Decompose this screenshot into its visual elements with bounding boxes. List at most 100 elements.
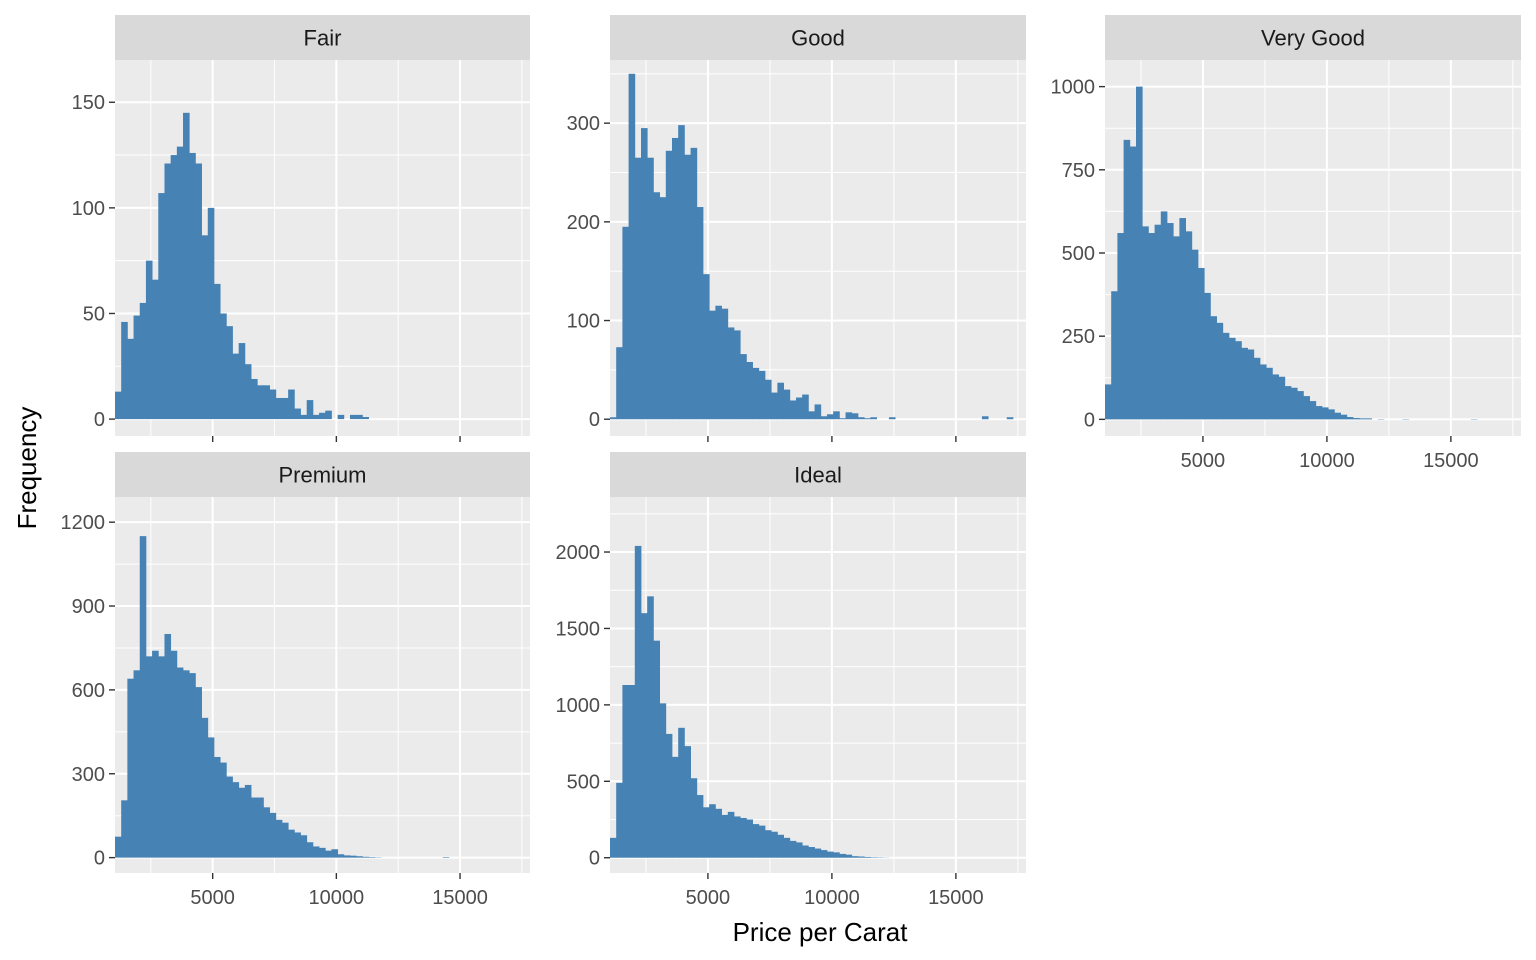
histogram-bar-good	[981, 416, 989, 420]
histogram-bar-good	[764, 379, 772, 420]
histogram-bar-fair	[300, 414, 308, 420]
x-tick-label-premium: 5000	[190, 887, 235, 909]
histogram-bar-ideal	[746, 819, 753, 858]
histogram-bar-good	[640, 128, 648, 420]
histogram-bar-fair	[201, 235, 209, 420]
histogram-bar-good	[864, 418, 871, 420]
histogram-bar-good	[771, 392, 778, 420]
histogram-bar-good	[647, 157, 654, 420]
y-tick-label-good: 0	[589, 409, 600, 431]
histogram-bar-good	[777, 382, 784, 420]
histogram-bar-good	[839, 418, 846, 420]
x-tick-label-premium: 10000	[309, 887, 365, 909]
histogram-bar-fair	[312, 414, 320, 420]
strip-label-very-good: Very Good	[1261, 26, 1365, 51]
histogram-bar-fair	[281, 397, 289, 420]
x-tick-label-ideal: 15000	[928, 887, 984, 909]
histogram-bar-premium	[127, 678, 134, 858]
histogram-bar-very-good	[1352, 418, 1360, 420]
histogram-bar-very-good	[1235, 341, 1242, 420]
histogram-bar-good	[659, 197, 667, 420]
x-tick-label-ideal: 10000	[804, 887, 860, 909]
histogram-bar-very-good	[1117, 233, 1124, 420]
histogram-bar-ideal	[678, 727, 685, 858]
histogram-bar-good	[696, 207, 704, 420]
x-tick-label-very-good: 15000	[1423, 450, 1479, 472]
histogram-bar-ideal	[845, 854, 853, 858]
histogram-bar-premium	[201, 717, 209, 858]
histogram-bar-very-good	[1204, 292, 1211, 420]
histogram-bar-premium	[362, 856, 369, 858]
y-tick-label-good: 200	[567, 212, 600, 234]
histogram-bar-good	[814, 404, 822, 420]
histogram-bar-good	[671, 137, 679, 420]
histogram-bar-premium	[170, 650, 178, 858]
histogram-bar-premium	[288, 829, 295, 858]
histogram-bar-premium	[356, 856, 363, 858]
histogram-bar-very-good	[1191, 249, 1199, 420]
facet-premium: Premium 0 300 600 900 1200 5000 10000 15000	[61, 452, 530, 909]
y-tick-label-fair: 100	[72, 198, 105, 220]
histogram-bar-premium	[368, 857, 376, 858]
histogram-bar-ideal	[715, 808, 722, 858]
histogram-bar-ideal	[771, 831, 778, 858]
histogram-bar-premium	[189, 673, 196, 858]
histogram-bar-very-good	[1160, 211, 1168, 420]
histogram-bar-fair	[133, 315, 141, 420]
histogram-bar-fair	[121, 321, 128, 420]
histogram-bar-good	[808, 411, 815, 420]
histogram-bar-ideal	[659, 703, 667, 858]
histogram-bar-fair	[275, 397, 283, 420]
histogram-bar-fair	[170, 155, 178, 420]
histogram-bar-premium	[152, 650, 159, 858]
histogram-bar-ideal	[758, 825, 766, 858]
histogram-bar-very-good	[1309, 401, 1317, 420]
histogram-bar-premium	[343, 855, 351, 858]
histogram-bar-good	[628, 73, 636, 420]
histogram-bar-fair	[349, 414, 357, 420]
histogram-bar-good	[789, 400, 797, 420]
histogram-bar-fair	[232, 353, 240, 420]
histogram-bar-fair	[152, 279, 159, 420]
histogram-bar-very-good	[1253, 357, 1261, 420]
histogram-bar-premium	[300, 835, 308, 858]
histogram-bar-premium	[331, 849, 339, 858]
histogram-bar-ideal	[665, 733, 673, 858]
histogram-bar-premium	[442, 857, 450, 858]
histogram-bar-very-good	[1321, 407, 1329, 420]
histogram-bar-fair	[319, 412, 326, 420]
histogram-bar-fair	[337, 414, 345, 420]
histogram-bar-premium	[213, 756, 221, 858]
histogram-bar-premium	[158, 656, 165, 858]
histogram-bar-very-good	[1297, 391, 1304, 420]
histogram-bar-fair	[269, 389, 277, 420]
histogram-bar-very-good	[1328, 409, 1335, 420]
histogram-bar-very-good	[1284, 386, 1292, 420]
histogram-bar-good	[684, 154, 691, 420]
histogram-bar-very-good	[1359, 418, 1366, 420]
x-tick-label-very-good: 10000	[1299, 450, 1355, 472]
y-tick-label-fair: 0	[94, 409, 105, 431]
histogram-bar-premium	[257, 797, 264, 858]
histogram-bar-good	[665, 150, 673, 420]
y-tick-label-good: 300	[567, 113, 600, 135]
histogram-bar-very-good	[1148, 233, 1155, 420]
histogram-bar-premium	[281, 822, 289, 858]
histogram-bar-ideal	[777, 834, 784, 858]
histogram-bar-fair	[189, 152, 196, 420]
histogram-bar-good	[833, 411, 840, 420]
histogram-bar-premium	[232, 782, 240, 858]
histogram-bar-fair	[145, 260, 153, 420]
histogram-bar-premium	[244, 784, 252, 858]
histogram-bar-good	[870, 417, 877, 420]
histogram-bar-fair	[288, 389, 295, 420]
histogram-bar-good	[845, 412, 853, 420]
histogram-bar-ideal	[857, 856, 865, 858]
histogram-bar-very-good	[1315, 406, 1323, 420]
histogram-bar-fair	[164, 163, 172, 420]
histogram-bar-ideal	[864, 856, 871, 858]
histogram-bar-good	[610, 417, 617, 420]
histogram-bar-very-good	[1154, 224, 1162, 420]
histogram-bar-very-good	[1272, 374, 1279, 420]
histogram-bar-ideal	[814, 848, 822, 858]
